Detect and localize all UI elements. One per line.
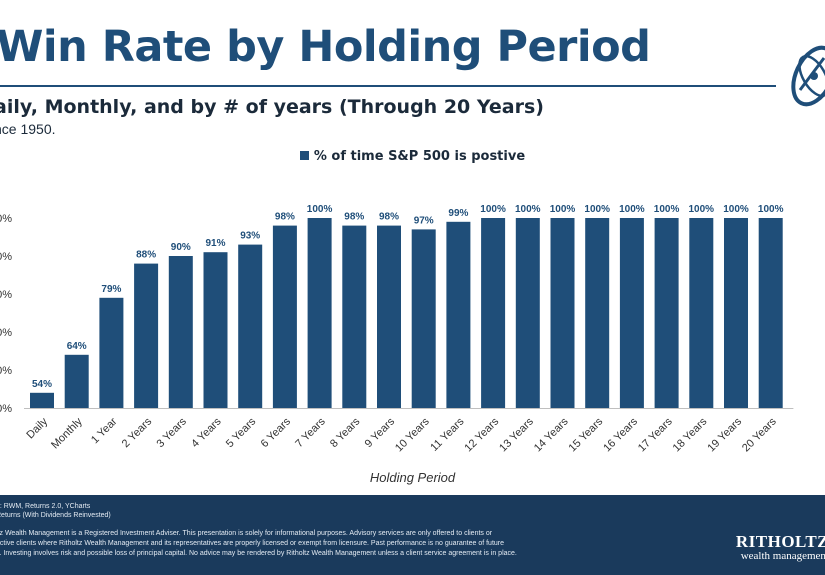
bar xyxy=(550,218,575,408)
bar xyxy=(203,252,228,408)
page-subtitle: aily, Monthly, and by # of years (Throug… xyxy=(0,96,544,118)
disclaimer-line-1: ltz Wealth Management is a Registered In… xyxy=(0,530,493,537)
y-tick-label: 0% xyxy=(0,213,12,225)
disclaimer-line-2: ective clients where Ritholtz Wealth Man… xyxy=(0,540,505,547)
brand-logo: RITHOLTZ wealth management xyxy=(736,532,825,562)
x-tick-label: 1 Year xyxy=(89,415,120,446)
x-tick-label: 13 Years xyxy=(497,415,536,454)
bar xyxy=(272,225,297,408)
bar xyxy=(585,218,610,408)
data-label: 99% xyxy=(448,208,468,219)
x-tick-label: 11 Years xyxy=(428,415,467,454)
x-tick-label: 9 Years xyxy=(363,415,398,450)
data-label: 100% xyxy=(758,204,784,215)
since-note: nce 1950. xyxy=(0,121,56,137)
bar xyxy=(134,263,159,408)
bar xyxy=(238,244,263,408)
y-tick-label: 0% xyxy=(0,403,12,415)
data-label: 79% xyxy=(101,284,121,295)
x-tick-label: Daily xyxy=(24,415,50,441)
x-tick-label: 2 Years xyxy=(120,415,155,450)
data-label: 88% xyxy=(136,250,156,261)
bar xyxy=(515,218,540,408)
x-tick-label: 3 Years xyxy=(154,415,189,450)
x-tick-label: 7 Years xyxy=(293,415,328,450)
data-label: 100% xyxy=(654,204,680,215)
x-tick-label: 15 Years xyxy=(567,415,606,454)
bar xyxy=(342,225,367,408)
bar xyxy=(619,218,644,408)
x-tick-label: 14 Years xyxy=(532,415,571,454)
brand-tagline: wealth management xyxy=(740,550,825,562)
bar xyxy=(724,218,748,408)
brand-name: RITHOLTZ xyxy=(735,532,825,551)
x-tick-label: 4 Years xyxy=(189,415,224,450)
y-tick-label: 0% xyxy=(0,327,12,339)
x-tick-label: 10 Years xyxy=(393,415,432,454)
data-label: 98% xyxy=(275,212,295,223)
x-tick-label: 12 Years xyxy=(462,415,501,454)
bar xyxy=(689,218,714,408)
ritholtz-logo-icon xyxy=(791,45,825,107)
bar xyxy=(64,354,89,408)
x-tick-label: 16 Years xyxy=(601,415,640,454)
x-tick-label: 17 Years xyxy=(636,415,675,454)
bar xyxy=(654,218,679,408)
bar xyxy=(168,256,193,408)
y-tick-label: 0% xyxy=(0,251,12,263)
returns-note: Returns (With Dividends Reinvested) xyxy=(0,512,111,519)
x-tick-label: 19 Years xyxy=(705,415,744,454)
page-title: Win Rate by Holding Period xyxy=(0,22,651,72)
data-label: 100% xyxy=(689,204,715,215)
x-tick-label: 20 Years xyxy=(740,415,779,454)
data-label: 93% xyxy=(240,231,260,242)
data-label: 100% xyxy=(584,204,610,215)
x-tick-label: 8 Years xyxy=(328,415,363,450)
bar xyxy=(30,392,54,408)
footer: e: RWM, Returns 2.0, YCharts Returns (Wi… xyxy=(0,495,825,575)
x-tick-label: 5 Years xyxy=(224,415,259,450)
data-label: 64% xyxy=(67,341,87,352)
data-label: 100% xyxy=(619,204,645,215)
x-tick-label: Monthly xyxy=(49,415,85,451)
data-label: 98% xyxy=(344,212,364,223)
legend-swatch xyxy=(299,151,309,160)
source-note: e: RWM, Returns 2.0, YCharts xyxy=(0,503,91,510)
data-label: 97% xyxy=(414,215,434,226)
bar xyxy=(758,218,783,408)
bar xyxy=(377,225,401,408)
data-label: 100% xyxy=(550,204,576,215)
bar xyxy=(411,229,436,408)
y-tick-label: 0% xyxy=(0,365,12,377)
data-label: 100% xyxy=(515,204,541,215)
y-tick-label: 0% xyxy=(0,289,12,301)
data-label: 90% xyxy=(171,242,191,253)
chart-legend: % of time S&P 500 is postive xyxy=(0,149,825,164)
data-label: 100% xyxy=(307,204,333,215)
x-axis-title: Holding Period xyxy=(369,470,456,485)
bar xyxy=(307,218,332,408)
bar xyxy=(446,221,471,408)
legend-label: % of time S&P 500 is postive xyxy=(313,149,526,164)
disclaimer-line-3: s. Investing involves risk and possible … xyxy=(0,550,517,557)
data-label: 54% xyxy=(32,379,52,390)
x-tick-label: 6 Years xyxy=(259,415,294,450)
data-label: 100% xyxy=(723,204,749,215)
x-tick-label: 18 Years xyxy=(671,415,710,454)
data-label: 98% xyxy=(379,212,399,223)
bar-chart: 0% 0% 0% 0% 0% 0% 54% Daily 64% Monthly 79% 1 Year 8… xyxy=(0,204,794,454)
data-label: 91% xyxy=(205,238,225,249)
title-divider xyxy=(0,85,776,87)
data-label: 100% xyxy=(480,204,506,215)
bar xyxy=(481,218,506,408)
bar xyxy=(99,297,124,408)
